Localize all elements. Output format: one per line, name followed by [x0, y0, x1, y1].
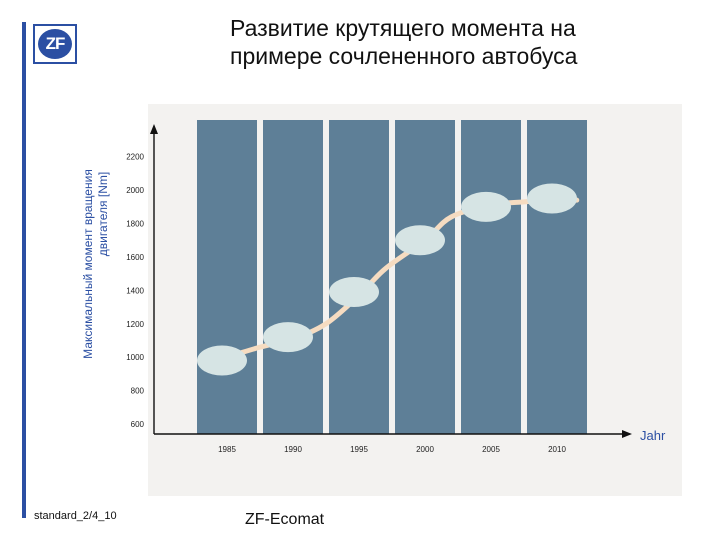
torque-trend-line — [204, 197, 580, 367]
y-tick-label-1200: 1200 — [126, 320, 144, 329]
data-point-1995 — [329, 277, 379, 308]
bar-2005 — [461, 120, 521, 434]
bar-group — [197, 120, 587, 434]
y-tick-label-1600: 1600 — [126, 253, 144, 262]
y-tick-label-2200: 2200 — [126, 153, 144, 162]
title-line-1: Развитие крутящего момента на — [230, 15, 576, 41]
bar-2000 — [395, 120, 455, 434]
data-point-2005 — [461, 191, 511, 222]
y-tick-label-1000: 1000 — [126, 353, 144, 362]
y-tick-label-2000: 2000 — [126, 186, 144, 195]
x-axis-arrow — [622, 430, 632, 438]
y-tick-label-600: 600 — [131, 420, 145, 429]
x-tick-label-1995: 1995 — [350, 445, 368, 454]
data-point-2000 — [395, 225, 445, 256]
y-tick-label-1800: 1800 — [126, 220, 144, 229]
y-axis-label-line-2: двигателя [Nm] — [96, 172, 110, 256]
y-axis-arrow — [150, 124, 158, 134]
label-group: 1985 1990 1995 2000 2005 2010 600 800 1000 1200 14… — [81, 153, 666, 454]
x-tick-label-2010: 2010 — [548, 445, 566, 454]
bar-1990 — [263, 120, 323, 434]
bar-1985 — [197, 120, 257, 434]
y-tick-label-1400: 1400 — [126, 286, 144, 295]
curve-group — [204, 197, 580, 367]
x-tick-label-2005: 2005 — [482, 445, 500, 454]
x-axis-label: Jahr — [640, 428, 666, 443]
y-axis-label-line-1: Максимальный момент вращения — [81, 169, 95, 359]
data-point-1990 — [263, 322, 313, 353]
x-tick-label-1990: 1990 — [284, 445, 302, 454]
title-line-2: примере сочлененного автобуса — [230, 43, 578, 69]
page-title: Развитие крутящего момента на примере со… — [230, 14, 690, 70]
zf-logo: ZF — [33, 24, 77, 64]
bar-2010 — [527, 120, 587, 434]
y-tick-label-800: 800 — [131, 387, 145, 396]
data-point-1985 — [197, 345, 247, 376]
data-point-2010 — [527, 183, 577, 214]
zf-logo-mark: ZF — [38, 29, 72, 59]
slide-id: standard_2/4_10 — [34, 510, 117, 522]
marker-group — [197, 183, 577, 376]
accent-bar — [22, 22, 26, 518]
product-name: ZF-Ecomat — [245, 511, 325, 528]
x-tick-label-2000: 2000 — [416, 445, 434, 454]
axes-group — [150, 124, 632, 438]
x-tick-label-1985: 1985 — [218, 445, 236, 454]
